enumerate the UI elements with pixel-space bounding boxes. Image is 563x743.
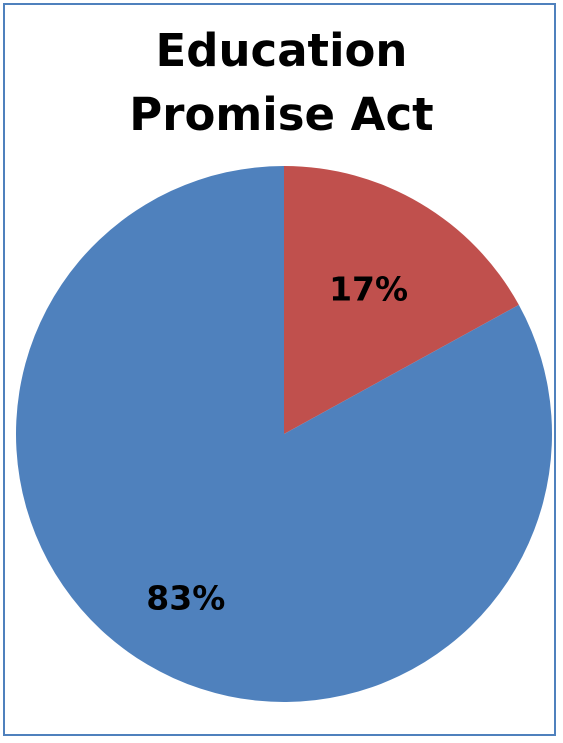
pie-labels: 17% 83% (146, 269, 408, 617)
pie-label-83-percent: 83% (146, 579, 225, 618)
pie-slice-83-percent (15, 166, 552, 703)
chart-title-line-2: Promise Act (129, 88, 434, 141)
pie-slices (15, 166, 552, 703)
pie-slice-17-percent (284, 166, 519, 434)
chart-title-line-1: Education (155, 24, 408, 77)
chart-title: Education Promise Act (5, 19, 558, 147)
pie-label-17-percent: 17% (329, 269, 408, 308)
